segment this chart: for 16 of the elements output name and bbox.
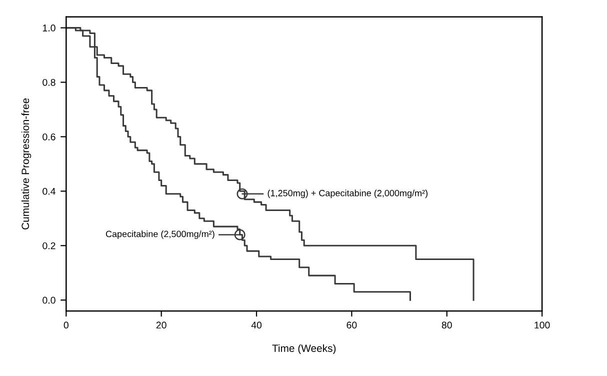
- x-tick-label: 0: [64, 322, 68, 329]
- x-tick-label: 20: [156, 322, 166, 329]
- x-tick-label: 40: [251, 322, 262, 329]
- x-tick-label: 60: [346, 322, 357, 329]
- y-tick-label: 0.0: [42, 296, 56, 304]
- annotation: Capecitabine (2,500mg/m²): [106, 230, 214, 239]
- y-tick-label: 0.8: [42, 78, 56, 86]
- y-tick-label: 0.4: [42, 188, 56, 195]
- x-axis-title: Time (Weeks): [272, 344, 336, 354]
- y-tick-label: 0.6: [42, 133, 56, 140]
- y-tick-label: 1.0: [42, 24, 56, 32]
- annotation: (1,250mg) + Capecitabine (2,000mg/m²): [268, 190, 428, 198]
- y-axis-title: Cumulative Progression-free: [21, 98, 32, 230]
- x-tick-label: 80: [442, 322, 452, 329]
- y-tick-label: 0.2: [42, 242, 56, 250]
- x-tick-label: 100: [534, 322, 550, 329]
